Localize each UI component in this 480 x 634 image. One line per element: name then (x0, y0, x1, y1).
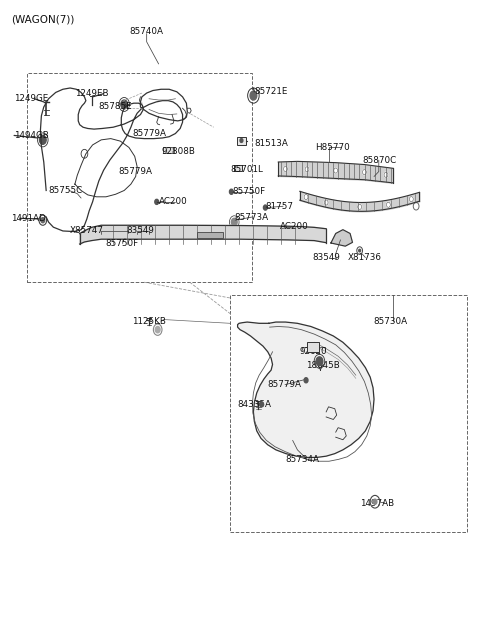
Text: 85779A: 85779A (118, 167, 152, 176)
Circle shape (384, 172, 388, 178)
Circle shape (132, 229, 137, 235)
Circle shape (264, 205, 267, 210)
Text: 83549: 83549 (127, 226, 155, 235)
Circle shape (240, 139, 243, 143)
Polygon shape (80, 225, 326, 244)
Circle shape (156, 327, 160, 333)
Text: (WAGON(7)): (WAGON(7)) (11, 15, 74, 25)
Text: 85750F: 85750F (233, 187, 266, 197)
Circle shape (304, 378, 308, 383)
Text: 92808B: 92808B (161, 146, 195, 156)
Circle shape (304, 195, 308, 200)
Circle shape (362, 170, 366, 174)
Text: 85755C: 85755C (48, 186, 83, 195)
Circle shape (121, 100, 128, 109)
Bar (234, 165, 242, 172)
Text: H85770: H85770 (316, 143, 350, 152)
Circle shape (409, 197, 413, 202)
Circle shape (386, 202, 390, 207)
Text: X85747: X85747 (70, 226, 104, 235)
Circle shape (305, 167, 309, 172)
Text: 1497AB: 1497AB (360, 499, 394, 508)
Circle shape (334, 168, 337, 173)
Text: 92620: 92620 (300, 347, 327, 356)
Text: 1249EB: 1249EB (75, 89, 108, 98)
Bar (163, 148, 174, 153)
Circle shape (231, 218, 237, 226)
Text: 85779A: 85779A (268, 380, 302, 389)
Text: 81513A: 81513A (254, 139, 288, 148)
Polygon shape (331, 230, 352, 246)
Text: 1249GE: 1249GE (14, 94, 48, 103)
Text: 81757: 81757 (265, 202, 293, 210)
Bar (27, 74, 252, 282)
Bar (197, 231, 223, 238)
Circle shape (41, 217, 45, 223)
Circle shape (250, 91, 257, 100)
Text: 85750F: 85750F (105, 239, 138, 248)
Bar (237, 137, 246, 145)
Text: 1491AD: 1491AD (11, 214, 46, 223)
Circle shape (155, 199, 158, 204)
Text: 1494GB: 1494GB (14, 131, 49, 140)
Circle shape (260, 402, 264, 407)
Text: 85773A: 85773A (234, 212, 268, 221)
Text: 1125KB: 1125KB (132, 317, 166, 326)
Text: 18645B: 18645B (306, 361, 340, 370)
Text: 84335A: 84335A (238, 400, 272, 409)
Circle shape (373, 499, 377, 504)
Circle shape (324, 200, 328, 205)
Circle shape (278, 227, 282, 232)
Text: 85870C: 85870C (362, 155, 396, 165)
Circle shape (284, 167, 288, 172)
Bar (307, 342, 320, 352)
Circle shape (39, 136, 46, 145)
Text: X81736: X81736 (348, 253, 382, 262)
Text: 83549: 83549 (313, 253, 341, 262)
Text: 85779A: 85779A (132, 129, 166, 138)
Circle shape (316, 357, 323, 366)
Bar (230, 295, 468, 532)
Circle shape (358, 204, 361, 209)
Text: 85740A: 85740A (130, 27, 164, 36)
Text: AC200: AC200 (280, 222, 309, 231)
Circle shape (229, 189, 233, 194)
Circle shape (359, 249, 360, 252)
Circle shape (357, 247, 362, 254)
Text: 85785E: 85785E (99, 102, 132, 111)
Text: 85701L: 85701L (230, 165, 264, 174)
Text: 85721E: 85721E (254, 87, 288, 96)
Text: AC200: AC200 (158, 197, 187, 206)
Text: 85730A: 85730A (373, 317, 407, 326)
Polygon shape (238, 322, 374, 458)
Text: 85734A: 85734A (286, 455, 320, 464)
Circle shape (370, 495, 380, 508)
